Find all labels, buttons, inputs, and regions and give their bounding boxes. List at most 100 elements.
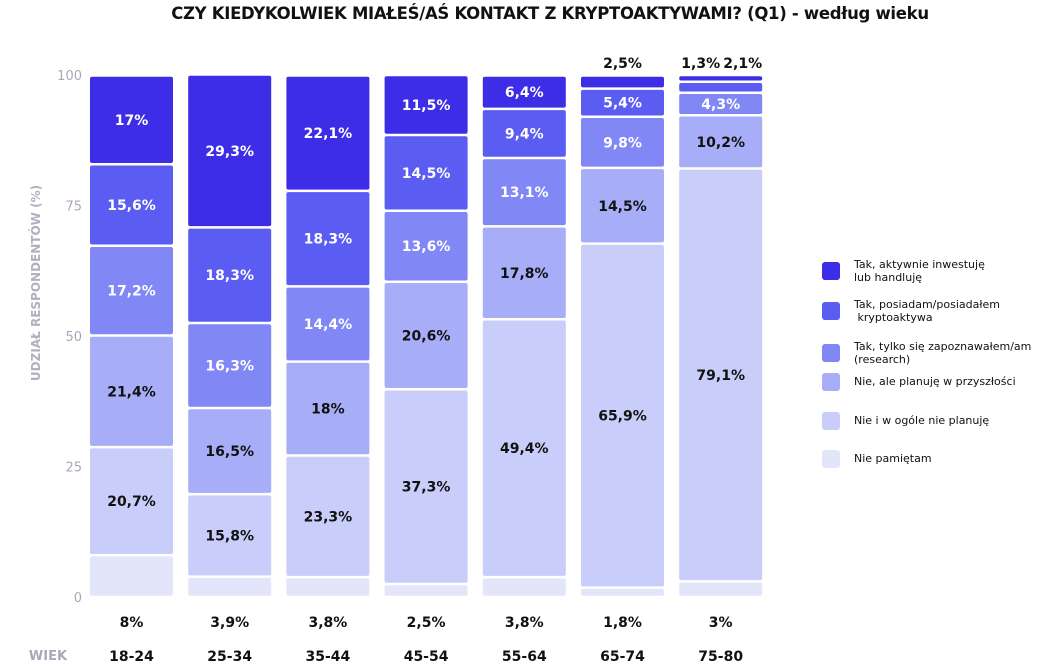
bar-segment bbox=[679, 169, 763, 581]
bar-segment-value-label: 22,1% bbox=[304, 126, 353, 142]
x-category-label: 55-64 bbox=[502, 649, 547, 665]
bar-segment-value-label: 14,5% bbox=[402, 166, 451, 182]
bar-bottom-value-label: 2,5% bbox=[407, 615, 446, 631]
bar-segment bbox=[384, 211, 468, 281]
bar-segment bbox=[188, 409, 272, 493]
bar-segment-value-label: 15,6% bbox=[107, 198, 156, 214]
x-axis-label: WIEK bbox=[29, 649, 68, 664]
bar-segment bbox=[286, 287, 370, 361]
bar-segment-value-label: 17,2% bbox=[107, 284, 156, 300]
bar-segment-value-label: 20,6% bbox=[402, 328, 451, 344]
bar-segment bbox=[286, 456, 370, 576]
bar-bottom-value-label: 1,8% bbox=[603, 615, 642, 631]
bar-segment-value-label: 9,8% bbox=[603, 135, 642, 151]
bar-bottom-value-label: 8% bbox=[120, 615, 144, 631]
legend-label-line: Tak, tylko się zapoznawałem/am bbox=[854, 340, 1032, 353]
bar-segment bbox=[482, 110, 566, 157]
legend-swatch bbox=[822, 262, 840, 280]
bar-segment bbox=[384, 136, 468, 210]
x-category-label: 35-44 bbox=[306, 649, 351, 665]
bar-segment-value-label: 18,3% bbox=[205, 268, 254, 284]
bar-segment-value-label: 17,8% bbox=[500, 266, 549, 282]
bar-segment-value-label: 9,4% bbox=[505, 126, 544, 142]
bar-top-value-label: 2,1% bbox=[723, 56, 762, 72]
x-category-label: 75-80 bbox=[698, 649, 743, 665]
y-tick-label: 50 bbox=[65, 330, 82, 345]
bar-segment-value-label: 11,5% bbox=[402, 98, 451, 114]
chart-title: CZY KIEDYKOLWIEK MIAŁEŚ/AŚ KONTAKT Z KRY… bbox=[171, 4, 929, 23]
bar-bottom-value-label: 3,8% bbox=[505, 615, 544, 631]
bar-segment bbox=[679, 83, 763, 92]
legend-label-line: Nie pamiętam bbox=[854, 452, 932, 465]
bar-segment bbox=[384, 390, 468, 583]
bar-segment bbox=[482, 159, 566, 226]
bar-segment-value-label: 5,4% bbox=[603, 96, 642, 112]
bar-segment bbox=[90, 448, 173, 554]
bar-segment bbox=[90, 76, 173, 164]
bar-segment bbox=[482, 320, 566, 576]
bar-segment-value-label: 13,1% bbox=[500, 185, 549, 201]
legend-label-line: Nie i w ogóle nie planuję bbox=[854, 414, 990, 427]
bar-bottom-value-label: 3% bbox=[709, 615, 733, 631]
legend-label: Tak, posiadam/posiadałem kryptoaktywa bbox=[854, 298, 1000, 324]
bar-segment bbox=[581, 244, 664, 587]
bar-segment-value-label: 29,3% bbox=[205, 144, 254, 160]
bar-segment bbox=[90, 246, 173, 335]
bar-segment bbox=[384, 76, 468, 134]
bars: 8% 20,7% 21,4% 17,2% 15,6% 17% 18-24 3,9% 15,8% 1… bbox=[90, 56, 763, 665]
x-category-label: 18-24 bbox=[109, 649, 154, 665]
bar-segment bbox=[286, 362, 370, 455]
bar-top-value-label: 2,5% bbox=[603, 56, 642, 72]
bar-segment bbox=[384, 282, 468, 388]
bar-segment-value-label: 23,3% bbox=[304, 509, 353, 525]
bar-segment bbox=[679, 582, 763, 596]
bar-segment bbox=[286, 578, 370, 596]
bar-segment bbox=[482, 76, 566, 108]
legend-label-line: Tak, posiadam/posiadałem bbox=[854, 298, 1000, 311]
legend-label-line: Nie, ale planuję w przyszłości bbox=[854, 375, 1016, 388]
bar-segment-value-label: 10,2% bbox=[696, 135, 745, 151]
bar-segment-value-label: 13,6% bbox=[402, 239, 451, 255]
bar-segment bbox=[581, 76, 664, 88]
bar-segment-value-label: 21,4% bbox=[107, 384, 156, 400]
bar-segment bbox=[679, 93, 763, 114]
legend-label-line: kryptoaktywa bbox=[854, 311, 933, 324]
bar-segment bbox=[188, 228, 272, 322]
bar-segment bbox=[581, 118, 664, 167]
bar-bottom-value-label: 3,9% bbox=[210, 615, 249, 631]
legend-label-line: (research) bbox=[854, 353, 911, 366]
y-axis-label: UDZIAŁ RESPONDENTÓW (%) bbox=[28, 185, 43, 381]
bar-segment-value-label: 15,8% bbox=[205, 528, 254, 544]
bar-segment bbox=[188, 75, 272, 227]
bar-segment bbox=[581, 169, 664, 243]
bar-segment bbox=[90, 165, 173, 245]
bar-segment bbox=[482, 227, 566, 319]
bar-segment-value-label: 65,9% bbox=[598, 409, 647, 425]
x-category-label: 25-34 bbox=[207, 649, 252, 665]
bar-segment bbox=[188, 577, 272, 596]
bar-segment-value-label: 18,3% bbox=[304, 232, 353, 248]
bar-segment-value-label: 6,4% bbox=[505, 85, 544, 101]
legend-label: Nie pamiętam bbox=[854, 452, 932, 465]
bar-segment bbox=[188, 324, 272, 407]
bar-segment-value-label: 79,1% bbox=[696, 368, 745, 384]
bar-segment bbox=[286, 76, 370, 190]
y-tick-label: 75 bbox=[65, 200, 82, 215]
bar-segment-value-label: 16,5% bbox=[205, 444, 254, 460]
bar-segment bbox=[581, 89, 664, 116]
legend-swatch bbox=[822, 302, 840, 320]
bar-segment bbox=[188, 495, 272, 576]
bar-segment-value-label: 16,3% bbox=[205, 358, 254, 374]
y-tick-label: 25 bbox=[65, 461, 82, 476]
x-category-label: 65-74 bbox=[600, 649, 645, 665]
legend-swatch bbox=[822, 450, 840, 468]
bar-segment-value-label: 37,3% bbox=[402, 480, 451, 496]
legend-swatch bbox=[822, 344, 840, 362]
bar-segment-value-label: 17% bbox=[115, 113, 149, 129]
legend-label: Tak, tylko się zapoznawałem/am (research) bbox=[854, 340, 1031, 366]
y-tick-label: 100 bbox=[57, 69, 82, 84]
bar-segment bbox=[581, 588, 664, 596]
bar-segment bbox=[90, 556, 173, 596]
bar-segment bbox=[679, 116, 763, 168]
